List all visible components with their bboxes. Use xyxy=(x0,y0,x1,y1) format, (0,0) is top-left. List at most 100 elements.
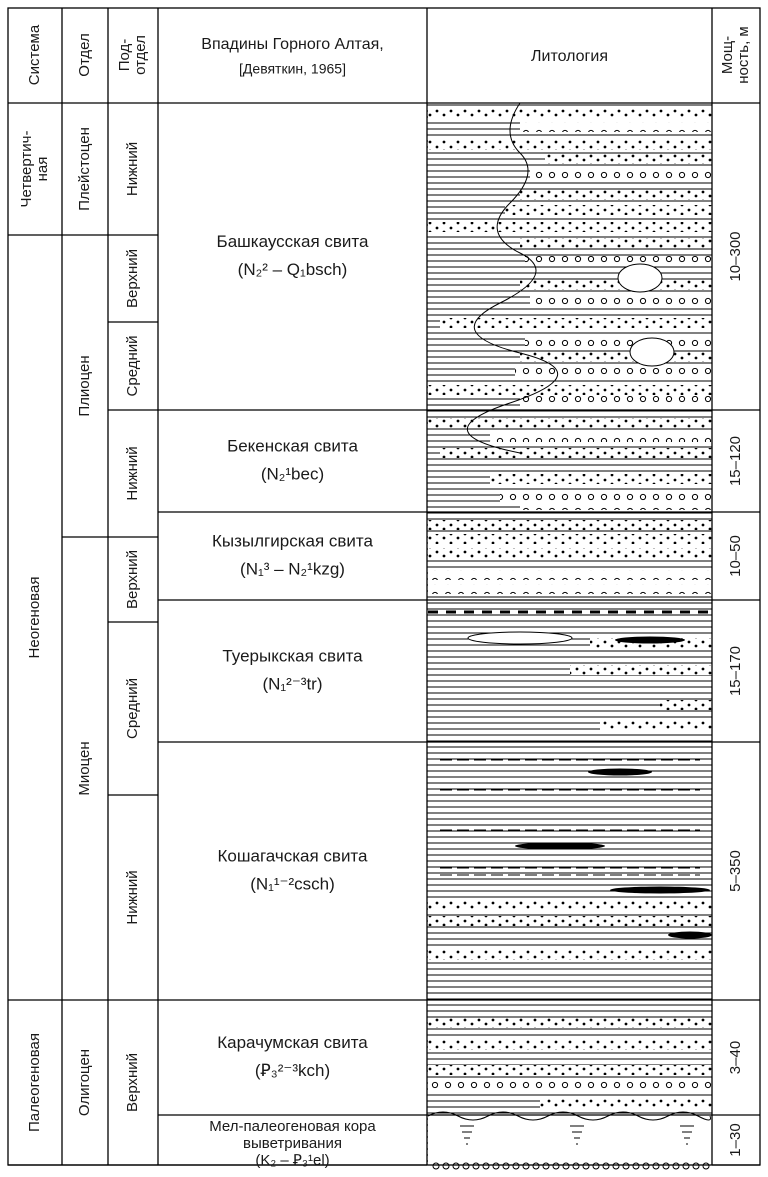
root-mark xyxy=(460,1125,474,1145)
label: выветривания xyxy=(243,1135,342,1152)
label: (N₁²⁻³tr) xyxy=(262,674,322,693)
vertical-label: ность, м xyxy=(735,26,752,83)
litho-band xyxy=(490,474,712,484)
label: Бекенская свита xyxy=(227,436,358,455)
litho-band xyxy=(660,700,712,710)
base-circle xyxy=(632,1162,640,1170)
coal-lens xyxy=(668,931,712,939)
litho-band xyxy=(600,720,712,730)
label: (N₂² – Q₁bsch) xyxy=(238,260,348,279)
litho-band xyxy=(428,222,712,232)
vertical-label: Плиоцен xyxy=(76,355,93,416)
vertical-label: 10–50 xyxy=(727,535,744,577)
litho-band xyxy=(545,154,712,164)
base-circle xyxy=(672,1162,680,1170)
base-circle xyxy=(492,1162,500,1170)
base-circle xyxy=(472,1162,480,1170)
litho-band xyxy=(428,1018,712,1028)
vertical-label: Система xyxy=(26,24,43,85)
table-lines xyxy=(7,7,761,1166)
litho-band xyxy=(428,584,712,594)
base-circle xyxy=(502,1162,510,1170)
vertical-label: Неогеновая xyxy=(26,577,43,659)
label: (N₁³ – N₂¹kzg) xyxy=(240,559,345,578)
litho-band xyxy=(428,140,712,150)
litho-band xyxy=(540,1098,712,1108)
litho-band xyxy=(520,352,712,362)
litho-band xyxy=(428,548,712,558)
litho-band xyxy=(520,122,712,132)
base-circle xyxy=(692,1162,700,1170)
label: Впадины Горного Алтая, xyxy=(201,36,383,53)
vertical-label: Нижний xyxy=(124,446,141,500)
litho-band xyxy=(520,396,712,406)
base-circle xyxy=(432,1162,440,1170)
vertical-label: 3–40 xyxy=(727,1041,744,1074)
vertical-label: Нижний xyxy=(124,870,141,924)
label: Кошагачская свита xyxy=(218,846,369,865)
base-circle xyxy=(512,1162,520,1170)
label: Литология xyxy=(531,48,608,65)
litho-band xyxy=(428,534,712,544)
boulder xyxy=(629,337,675,367)
coal-lens xyxy=(615,636,685,644)
vertical-label: отдел xyxy=(132,35,149,75)
litho-band xyxy=(520,280,712,290)
litho-band xyxy=(520,500,712,510)
vertical-label: Олигоцен xyxy=(76,1049,93,1116)
base-circle xyxy=(462,1162,470,1170)
base-circle xyxy=(612,1162,620,1170)
base-circle xyxy=(482,1162,490,1170)
litho-band xyxy=(428,385,712,395)
litho-band xyxy=(490,432,712,442)
litho-band xyxy=(428,108,712,118)
litho-band xyxy=(525,336,712,346)
litho-band xyxy=(428,570,712,580)
base-circle xyxy=(452,1162,460,1170)
contact-curve xyxy=(466,102,558,454)
label: Туерыкская свита xyxy=(222,646,363,665)
base-circle xyxy=(532,1162,540,1170)
litho-band xyxy=(440,318,712,328)
litho-band xyxy=(428,916,712,926)
vertical-label: Верхний xyxy=(124,550,141,609)
vertical-label: 10–300 xyxy=(727,231,744,281)
vertical-label: 5–350 xyxy=(727,850,744,892)
label: (N₁¹⁻²csch) xyxy=(250,874,335,893)
litho-band xyxy=(515,368,712,378)
label: (Ꝑ₃²⁻³kch) xyxy=(255,1061,330,1080)
label: (N₂¹bec) xyxy=(261,464,324,483)
vertical-label: Палеогеновая xyxy=(26,1033,43,1132)
base-circle xyxy=(652,1162,660,1170)
coal-lens xyxy=(588,768,652,776)
vertical-label: 15–120 xyxy=(727,436,744,486)
litho-band xyxy=(530,170,712,180)
litho-band xyxy=(570,665,712,675)
base-circle xyxy=(582,1162,590,1170)
vertical-label: Нижний xyxy=(124,142,141,196)
base-circle xyxy=(442,1162,450,1170)
base-circle xyxy=(572,1162,580,1170)
base-circle xyxy=(552,1162,560,1170)
litho-band xyxy=(428,1080,712,1090)
boulder xyxy=(617,263,663,293)
base-circle xyxy=(662,1162,670,1170)
base-circle xyxy=(622,1162,630,1170)
coal-lens xyxy=(515,842,605,850)
litho-band xyxy=(428,950,712,960)
litho-band xyxy=(428,900,712,910)
vertical-label: 15–170 xyxy=(727,646,744,696)
litho-band xyxy=(530,296,712,306)
vertical-label: Верхний xyxy=(124,249,141,308)
base-circle xyxy=(562,1162,570,1170)
vertical-label: Верхний xyxy=(124,1053,141,1112)
litho-band xyxy=(525,256,712,266)
litho-band xyxy=(520,190,712,200)
base-circle xyxy=(702,1162,710,1170)
vertical-label: Четвертич- xyxy=(18,131,35,208)
carbonate-lens xyxy=(467,631,573,645)
root-mark xyxy=(570,1125,584,1145)
litho-band xyxy=(520,238,712,248)
vertical-label: ная xyxy=(34,157,51,182)
